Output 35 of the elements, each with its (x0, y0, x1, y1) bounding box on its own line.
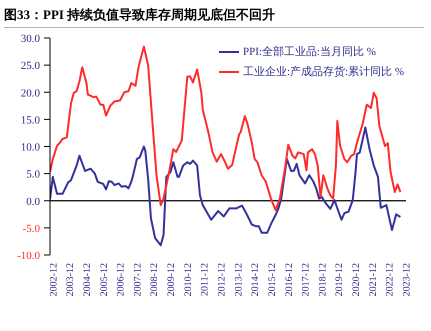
chart-title: 图33：PPI 持续负值导致库存周期见底但不回升 (4, 6, 424, 28)
x-tick-label: 2016-12 (284, 263, 295, 296)
x-tick-label: 2017-12 (300, 263, 312, 296)
y-tick-label: 0.0 (26, 196, 40, 208)
y-tick-label: -10.0 (17, 250, 40, 262)
x-tick-label: 2023-12 (401, 263, 412, 296)
x-tick-label: 2002-12 (48, 263, 60, 296)
x-tick-label: 2021-12 (368, 263, 379, 296)
x-tick-label: 2011-12 (200, 263, 211, 296)
x-tick-label: 2008-12 (149, 263, 160, 296)
y-tick-label: 30.0 (20, 33, 40, 45)
x-tick-label: 2013-12 (233, 263, 244, 296)
x-tick-label: 2020-12 (351, 263, 362, 296)
x-tick-label: 2007-12 (132, 263, 144, 296)
x-tick-label: 2014-12 (250, 263, 262, 296)
y-tick-label: 5.0 (26, 168, 40, 181)
x-tick-label: 2005-12 (98, 263, 110, 296)
x-tick-label: 2009-12 (166, 263, 178, 296)
x-tick-label: 2022-12 (384, 263, 396, 296)
x-tick-label: 2004-12 (82, 263, 93, 296)
y-tick-label: 10.0 (20, 142, 40, 154)
y-tick-label: 25.0 (20, 60, 40, 72)
y-tick-label: 15.0 (20, 114, 40, 126)
x-tick-label: 2012-12 (216, 263, 228, 296)
legend-label: PPI:全部工业品:当月同比 % (242, 44, 376, 60)
x-tick-label: 2015-12 (266, 263, 278, 296)
legend-label: 工业企业:产成品存货:累计同比 % (242, 64, 404, 80)
x-tick-label: 2018-12 (317, 263, 328, 296)
line-series (50, 126, 402, 246)
y-tick-label: 20.0 (20, 87, 40, 100)
x-tick-label: 2010-12 (182, 263, 194, 296)
x-tick-label: 2003-12 (65, 263, 76, 296)
x-tick-label: 2019-12 (334, 263, 346, 296)
y-tick-label: -5.0 (22, 222, 40, 235)
x-tick-label: 2006-12 (116, 263, 127, 296)
